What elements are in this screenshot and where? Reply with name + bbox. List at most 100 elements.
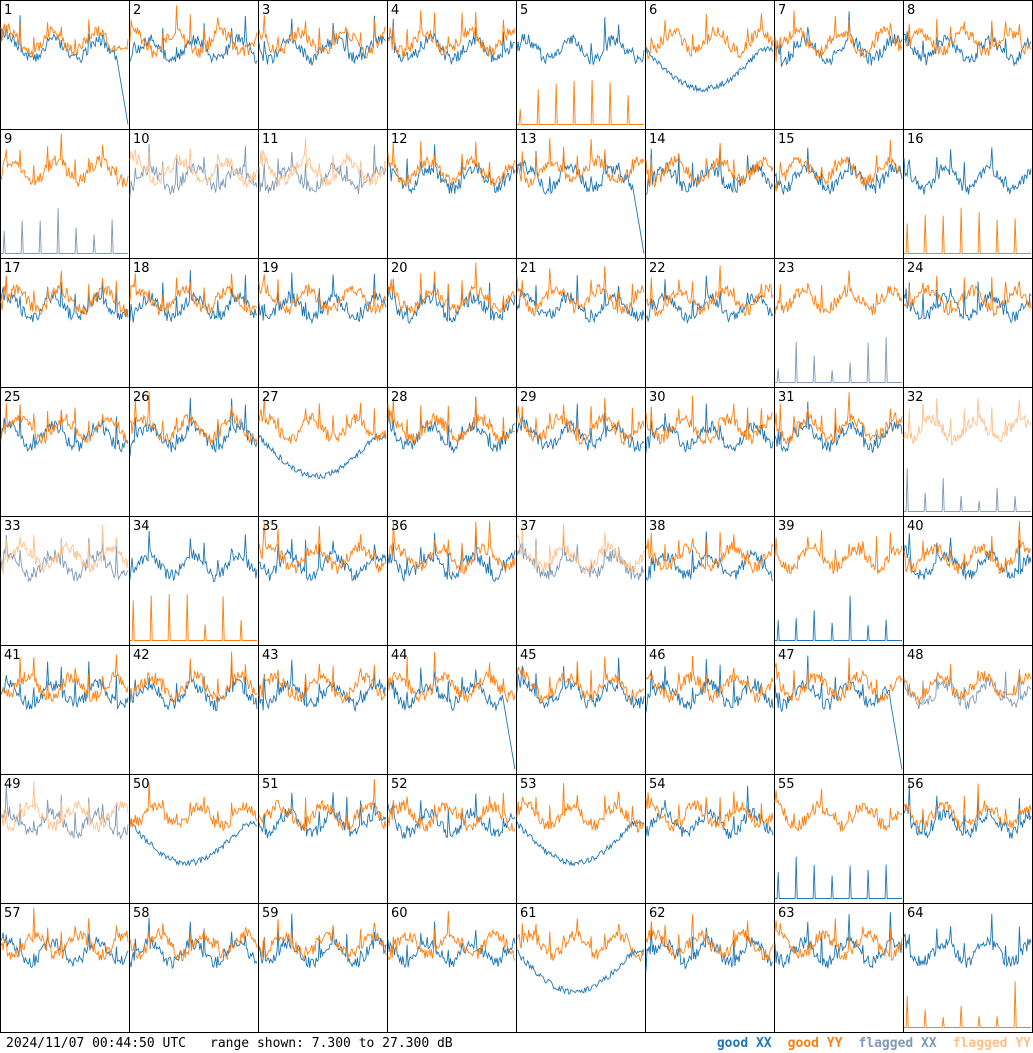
series-yy-45 xyxy=(516,656,645,704)
panel-17: 17 xyxy=(0,258,130,388)
series-xx-16 xyxy=(903,147,1032,195)
panel-label: 40 xyxy=(907,519,924,534)
panel-frame xyxy=(129,903,259,1033)
series-yy-7 xyxy=(774,10,903,62)
legend: good XX good YY flagged XX flagged YY xyxy=(701,1034,1031,1053)
panel-13: 13 xyxy=(516,129,646,259)
panel-43: 43 xyxy=(258,645,388,775)
panel-label: 37 xyxy=(520,519,537,534)
series-yy-51 xyxy=(258,779,387,832)
panel-14: 14 xyxy=(645,129,775,259)
series-xx-59 xyxy=(258,913,387,969)
panel-label: 35 xyxy=(262,519,279,534)
panel-55: 55 xyxy=(774,774,904,904)
panel-frame xyxy=(258,129,388,259)
panel-20: 20 xyxy=(387,258,517,388)
series-yy-10 xyxy=(129,148,258,189)
panel-32: 32 xyxy=(903,387,1033,517)
panel-label: 42 xyxy=(133,648,150,663)
series-xx-4 xyxy=(387,18,516,65)
series-yy-34 xyxy=(130,594,257,641)
panel-34: 34 xyxy=(129,516,259,646)
panel-label: 31 xyxy=(778,390,795,405)
panel-label: 26 xyxy=(133,390,150,405)
panel-label: 7 xyxy=(778,3,786,18)
series-yy-13 xyxy=(516,138,645,189)
panel-48: 48 xyxy=(903,645,1033,775)
panel-18: 18 xyxy=(129,258,259,388)
panel-frame xyxy=(387,258,517,388)
panel-51: 51 xyxy=(258,774,388,904)
panel-label: 41 xyxy=(4,648,21,663)
series-yy-32 xyxy=(903,397,1032,445)
series-yy-57 xyxy=(0,907,129,961)
series-xx-43 xyxy=(258,659,387,713)
series-xx-48 xyxy=(903,668,1032,710)
panel-frame xyxy=(258,516,388,646)
panel-frame xyxy=(0,774,130,904)
series-yy-47 xyxy=(774,657,903,703)
series-xx-22 xyxy=(645,275,774,325)
series-xx-61 xyxy=(516,948,645,995)
series-xx-23 xyxy=(775,336,902,383)
panel-frame xyxy=(258,903,388,1033)
panel-label: 19 xyxy=(262,261,279,276)
panel-frame xyxy=(774,774,904,904)
panel-50: 50 xyxy=(129,774,259,904)
panel-58: 58 xyxy=(129,903,259,1033)
series-yy-30 xyxy=(645,395,774,446)
panel-11: 11 xyxy=(258,129,388,259)
panel-16: 16 xyxy=(903,129,1033,259)
panel-frame xyxy=(903,258,1033,388)
panel-label: 53 xyxy=(520,777,537,792)
series-yy-48 xyxy=(903,664,1032,705)
series-xx-3 xyxy=(258,15,387,66)
panel-frame xyxy=(645,0,775,130)
panel-56: 56 xyxy=(903,774,1033,904)
series-yy-42 xyxy=(129,651,258,704)
series-yy-38 xyxy=(645,531,774,574)
series-yy-3 xyxy=(258,14,387,59)
series-xx-12 xyxy=(387,144,516,195)
panel-frame xyxy=(516,387,646,517)
panel-2: 2 xyxy=(129,0,259,130)
panel-label: 45 xyxy=(520,648,537,663)
series-xx-53 xyxy=(516,821,645,867)
panel-frame xyxy=(0,387,130,517)
panel-63: 63 xyxy=(774,903,904,1033)
panel-label: 21 xyxy=(520,261,537,276)
series-xx-25 xyxy=(0,410,129,453)
panel-frame xyxy=(0,129,130,259)
panel-frame xyxy=(903,903,1033,1033)
series-yy-41 xyxy=(0,654,129,703)
series-yy-58 xyxy=(129,923,258,962)
panel-label: 14 xyxy=(649,132,666,147)
panel-label: 46 xyxy=(649,648,666,663)
panel-54: 54 xyxy=(645,774,775,904)
series-yy-28 xyxy=(387,396,516,445)
panel-label: 39 xyxy=(778,519,795,534)
panel-27: 27 xyxy=(258,387,388,517)
panel-label: 27 xyxy=(262,390,279,405)
series-yy-21 xyxy=(516,266,645,317)
series-yy-4 xyxy=(387,10,516,60)
panel-label: 58 xyxy=(133,906,150,921)
panel-frame xyxy=(387,129,517,259)
panel-frame xyxy=(387,774,517,904)
panel-5: 5 xyxy=(516,0,646,130)
panel-label: 4 xyxy=(391,3,399,18)
panel-label: 48 xyxy=(907,648,924,663)
series-yy-44 xyxy=(387,651,516,703)
series-yy-29 xyxy=(516,397,645,447)
series-xx-5 xyxy=(516,17,645,65)
series-xx-64 xyxy=(903,913,1032,968)
series-xx-49 xyxy=(0,784,129,840)
panel-label: 30 xyxy=(649,390,666,405)
panel-1: 1 xyxy=(0,0,130,130)
panel-frame xyxy=(645,129,775,259)
panel-frame xyxy=(0,516,130,646)
panel-label: 50 xyxy=(133,777,150,792)
series-xx-30 xyxy=(645,403,774,454)
panel-45: 45 xyxy=(516,645,646,775)
